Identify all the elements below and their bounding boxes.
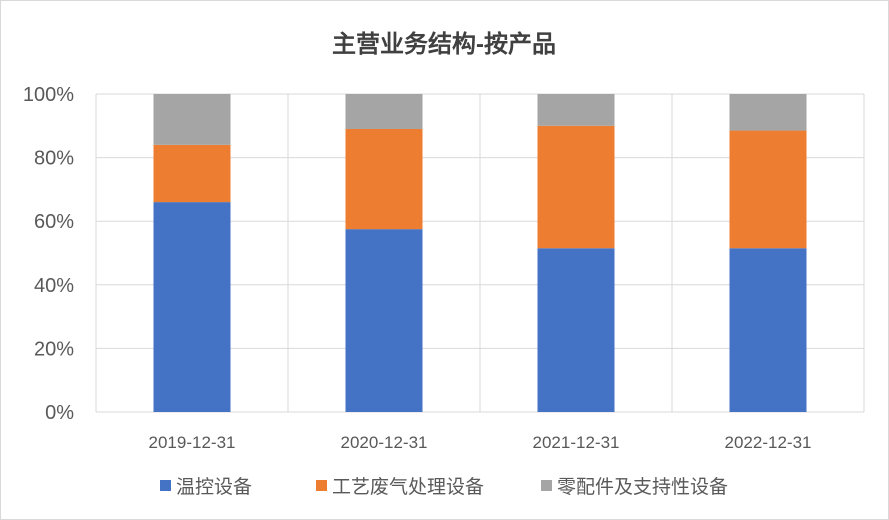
bar-segment-1 bbox=[153, 202, 231, 412]
bar-segment-3 bbox=[537, 94, 615, 126]
bar-segment-2 bbox=[345, 128, 423, 230]
legend-swatch bbox=[541, 480, 552, 491]
y-tick-label: 100% bbox=[23, 84, 74, 106]
legend-label: 温控设备 bbox=[176, 476, 252, 498]
x-tick-label: 2019-12-31 bbox=[149, 433, 236, 452]
y-tick-label: 60% bbox=[34, 211, 74, 233]
x-tick-label: 2020-12-31 bbox=[341, 433, 428, 452]
bar-segment-1 bbox=[345, 229, 423, 412]
legend-label: 工艺废气处理设备 bbox=[332, 476, 484, 498]
bar-segment-1 bbox=[729, 248, 807, 412]
bar-segment-1 bbox=[537, 248, 615, 412]
x-tick-label: 2022-12-31 bbox=[725, 433, 812, 452]
y-tick-label: 0% bbox=[45, 402, 74, 424]
y-tick-label: 80% bbox=[34, 148, 74, 170]
bar-segment-3 bbox=[345, 94, 423, 129]
legend-swatch bbox=[160, 480, 171, 491]
bar-segment-3 bbox=[153, 94, 231, 145]
bar-segment-2 bbox=[729, 130, 807, 249]
y-tick-label: 40% bbox=[34, 275, 74, 297]
bar-segment-3 bbox=[729, 94, 807, 131]
bars bbox=[153, 94, 807, 412]
chart-title: 主营业务结构-按产品 bbox=[332, 30, 556, 58]
y-axis: 0% 20% 40% 60% 80% 100% bbox=[23, 84, 74, 424]
bar-segment-2 bbox=[537, 125, 615, 249]
legend: 温控设备 工艺废气处理设备 零配件及支持性设备 bbox=[160, 476, 728, 498]
x-tick-label: 2021-12-31 bbox=[533, 433, 620, 452]
bar-segment-2 bbox=[153, 144, 231, 203]
legend-label: 零配件及支持性设备 bbox=[557, 476, 728, 498]
y-tick-label: 20% bbox=[34, 338, 74, 360]
legend-swatch bbox=[316, 480, 327, 491]
x-axis: 2019-12-31 2020-12-31 2021-12-31 2022-12-31 bbox=[149, 433, 812, 452]
